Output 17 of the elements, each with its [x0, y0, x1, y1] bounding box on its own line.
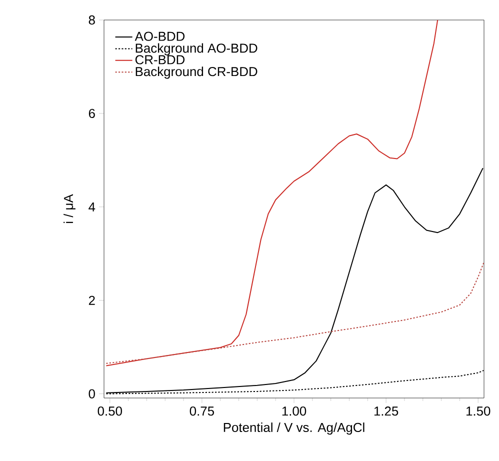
legend-label: Background AO-BDD: [136, 43, 258, 56]
y-tick-label: 8: [88, 15, 95, 25]
legend-label: AO-BDD: [134, 32, 185, 41]
x-tick-label: 1.00: [282, 406, 306, 416]
y-tick-label: 0: [88, 389, 95, 398]
y-tick-label: 4: [88, 202, 96, 212]
y-axis-title: i / μA: [64, 194, 76, 224]
line-series: [106, 262, 484, 364]
x-tick-label: 0.75: [190, 406, 214, 416]
x-axis-title: Potential / V vs. Ag/AgCl: [224, 422, 364, 435]
y-tick-label: 6: [88, 108, 95, 118]
x-tick-label: 0.50: [98, 406, 122, 416]
legend-label: CR-BDD: [135, 55, 185, 64]
x-tick-label: 1.25: [374, 406, 398, 416]
x-tick-label: 1.50: [466, 406, 490, 416]
legend-label: Background CR-BDD: [136, 66, 258, 79]
y-tick-label: 2: [88, 296, 95, 305]
